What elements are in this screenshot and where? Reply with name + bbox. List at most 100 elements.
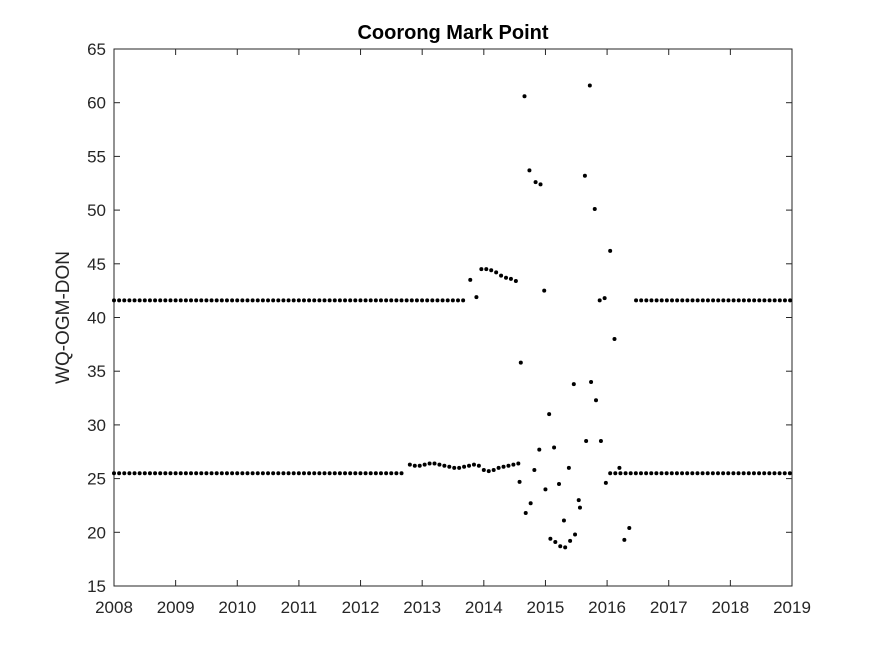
data-point	[327, 471, 332, 476]
data-point	[301, 471, 306, 476]
data-point	[516, 461, 521, 466]
data-point	[587, 83, 592, 88]
data-point	[553, 539, 558, 544]
data-point	[235, 471, 240, 476]
data-point	[752, 298, 757, 303]
data-point	[664, 298, 669, 303]
data-point	[695, 298, 700, 303]
y-tick-label: 35	[87, 362, 106, 381]
data-point	[327, 298, 332, 303]
data-point	[721, 471, 726, 476]
data-point	[571, 382, 576, 387]
data-point	[137, 298, 142, 303]
data-point	[255, 471, 260, 476]
data-point	[772, 298, 777, 303]
data-point	[685, 298, 690, 303]
data-point	[711, 298, 716, 303]
data-point	[726, 471, 731, 476]
data-point	[504, 275, 509, 280]
data-point	[450, 298, 455, 303]
data-point	[639, 298, 644, 303]
data-point	[479, 267, 484, 272]
data-point	[389, 298, 394, 303]
data-point	[291, 298, 296, 303]
data-point	[173, 298, 178, 303]
data-point	[654, 471, 659, 476]
data-point	[132, 471, 137, 476]
data-point	[513, 278, 518, 283]
x-tick-label: 2009	[157, 598, 195, 617]
data-point	[348, 471, 353, 476]
data-point	[731, 298, 736, 303]
data-point	[685, 471, 690, 476]
data-point	[782, 471, 787, 476]
data-point	[296, 471, 301, 476]
data-point	[276, 298, 281, 303]
data-point	[322, 298, 327, 303]
data-point	[147, 298, 152, 303]
data-point	[363, 471, 368, 476]
data-point	[194, 471, 199, 476]
y-tick-label: 20	[87, 523, 106, 542]
data-point	[271, 298, 276, 303]
data-point	[741, 298, 746, 303]
data-point	[348, 298, 353, 303]
data-point	[467, 463, 472, 468]
y-tick-label: 30	[87, 416, 106, 435]
x-tick-label: 2011	[281, 598, 318, 617]
x-tick-label: 2014	[465, 598, 503, 617]
data-point	[772, 471, 777, 476]
data-point	[281, 471, 286, 476]
data-point	[496, 465, 501, 470]
data-point	[659, 298, 664, 303]
data-point	[312, 298, 317, 303]
data-point	[122, 298, 127, 303]
data-point	[627, 526, 632, 530]
data-point	[199, 298, 204, 303]
data-point	[368, 298, 373, 303]
data-point	[137, 471, 142, 476]
data-point	[726, 298, 731, 303]
data-point	[537, 447, 542, 452]
y-axis-ticks: 15 20 25 30 35 40 45 50 55 60 65	[87, 40, 792, 596]
data-point	[491, 468, 496, 473]
data-point	[409, 298, 414, 303]
data-point	[178, 471, 183, 476]
data-point	[296, 298, 301, 303]
data-point	[533, 180, 538, 185]
data-point	[240, 471, 245, 476]
x-tick-label: 2016	[588, 598, 626, 617]
data-point	[219, 298, 224, 303]
data-point	[594, 398, 598, 403]
data-point	[527, 168, 532, 173]
data-point	[250, 298, 255, 303]
data-point	[260, 298, 265, 303]
data-point	[240, 298, 245, 303]
data-point	[142, 471, 147, 476]
data-point	[435, 298, 440, 303]
data-point	[307, 298, 312, 303]
data-point	[209, 298, 214, 303]
data-point	[670, 298, 674, 303]
y-tick-label: 40	[87, 309, 106, 328]
data-point	[705, 471, 710, 476]
data-point	[751, 471, 756, 476]
data-point	[577, 505, 582, 510]
data-point	[250, 471, 255, 476]
data-point	[235, 298, 240, 303]
data-point	[608, 248, 613, 253]
data-points	[112, 83, 793, 550]
data-point	[757, 298, 762, 303]
data-point	[117, 471, 122, 476]
data-point	[690, 471, 695, 476]
data-point	[612, 336, 617, 341]
data-point	[132, 298, 137, 303]
data-point	[378, 298, 383, 303]
data-point	[378, 471, 383, 476]
data-point	[680, 471, 685, 476]
data-point	[224, 298, 229, 303]
data-point	[787, 471, 792, 476]
data-point	[522, 94, 527, 99]
data-point	[307, 471, 312, 476]
data-point	[457, 465, 462, 470]
